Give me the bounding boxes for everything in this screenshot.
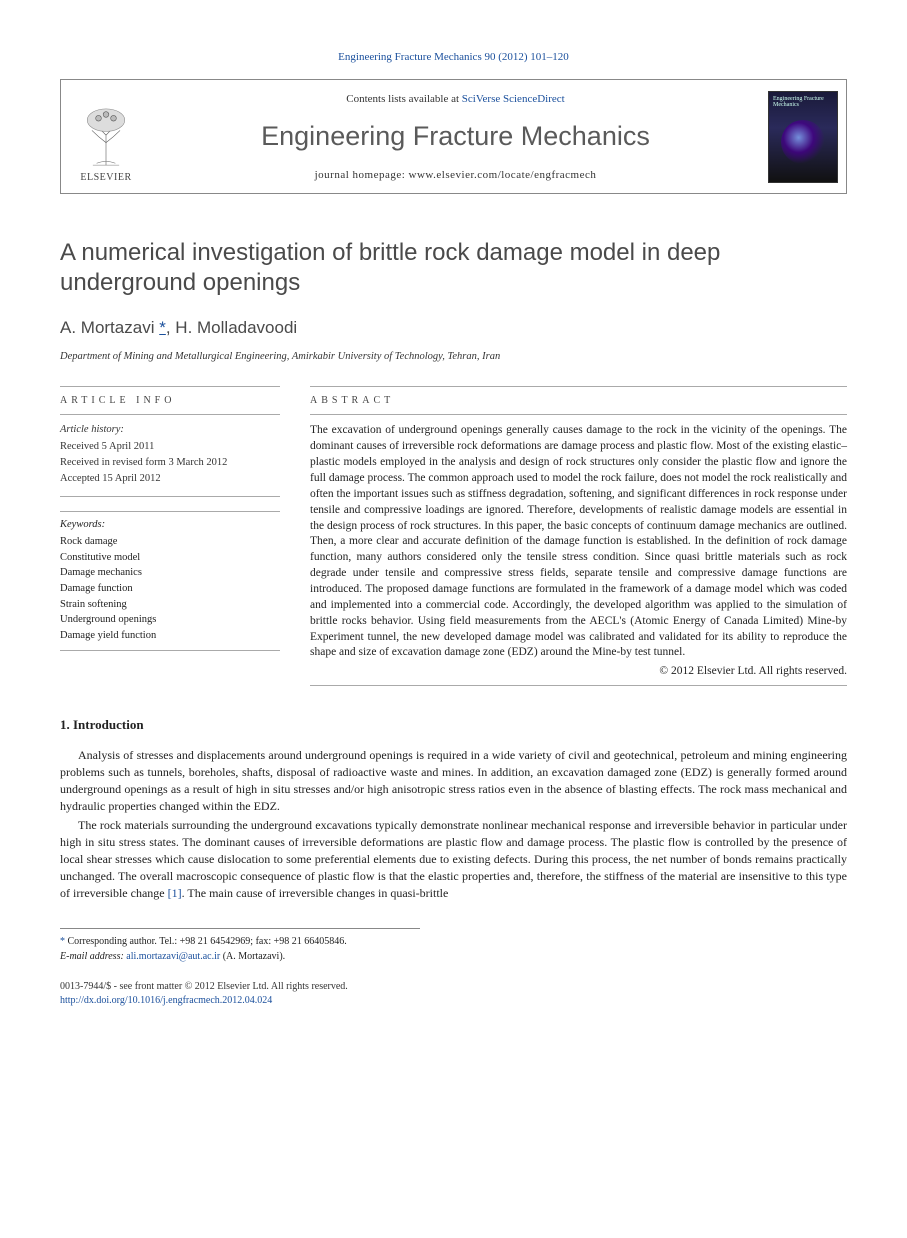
- abstract-heading: ABSTRACT: [310, 387, 847, 414]
- contents-available-line: Contents lists available at SciVerse Sci…: [159, 92, 752, 107]
- doi-link[interactable]: http://dx.doi.org/10.1016/j.engfracmech.…: [60, 995, 272, 1006]
- abstract-body: The excavation of underground openings g…: [310, 415, 847, 661]
- keyword: Damage yield function: [60, 629, 280, 644]
- rule: [60, 650, 280, 651]
- footnote-star-icon: *: [60, 936, 65, 947]
- corresponding-author-mark[interactable]: *: [159, 318, 166, 337]
- keywords-label: Keywords:: [60, 518, 280, 533]
- corresponding-contact: Corresponding author. Tel.: +98 21 64542…: [68, 936, 347, 947]
- footnotes-block: * Corresponding author. Tel.: +98 21 645…: [60, 928, 420, 964]
- citation-link-1[interactable]: [1]: [168, 886, 182, 900]
- keyword: Strain softening: [60, 598, 280, 613]
- bottom-metadata: 0013-7944/$ - see front matter © 2012 El…: [60, 980, 847, 1008]
- sciencedirect-link[interactable]: SciVerse ScienceDirect: [462, 93, 565, 105]
- keywords-block: Keywords: Rock damage Constitutive model…: [60, 511, 280, 644]
- abstract-copyright: © 2012 Elsevier Ltd. All rights reserved…: [310, 663, 847, 679]
- affiliation: Department of Mining and Metallurgical E…: [60, 350, 847, 365]
- journal-header-box: ELSEVIER Contents lists available at Sci…: [60, 79, 847, 194]
- keyword: Damage mechanics: [60, 566, 280, 581]
- article-title: A numerical investigation of brittle roc…: [60, 238, 847, 298]
- publisher-logo-block: ELSEVIER: [61, 80, 151, 193]
- header-center: Contents lists available at SciVerse Sci…: [151, 80, 760, 193]
- article-info-heading: ARTICLE INFO: [60, 387, 280, 414]
- article-history-block: Article history: Received 5 April 2011 R…: [60, 415, 280, 486]
- author-separator: ,: [166, 318, 175, 337]
- intro-p2-text-b: . The main cause of irreversible changes…: [182, 886, 449, 900]
- author-email-link[interactable]: ali.mortazavi@aut.ac.ir: [126, 951, 220, 962]
- intro-paragraph-1: Analysis of stresses and displacements a…: [60, 747, 847, 815]
- section-1-heading: 1. Introduction: [60, 716, 847, 734]
- authors-line: A. Mortazavi *, H. Molladavoodi: [60, 316, 847, 340]
- contents-prefix: Contents lists available at: [346, 93, 461, 105]
- history-received: Received 5 April 2011: [60, 440, 280, 455]
- article-info-column: ARTICLE INFO Article history: Received 5…: [60, 386, 280, 686]
- keyword: Rock damage: [60, 535, 280, 550]
- intro-paragraph-2: The rock materials surrounding the under…: [60, 817, 847, 902]
- journal-homepage-line: journal homepage: www.elsevier.com/locat…: [159, 168, 752, 183]
- abstract-column: ABSTRACT The excavation of underground o…: [310, 386, 847, 686]
- keyword: Underground openings: [60, 613, 280, 628]
- author-1: A. Mortazavi: [60, 318, 154, 337]
- cover-art-icon: [781, 120, 825, 164]
- cover-title: Engineering Fracture Mechanics: [773, 96, 833, 109]
- cover-thumbnail-block: Engineering Fracture Mechanics: [760, 80, 846, 193]
- email-footnote: E-mail address: ali.mortazavi@aut.ac.ir …: [60, 950, 420, 964]
- keyword: Damage function: [60, 582, 280, 597]
- journal-title: Engineering Fracture Mechanics: [159, 118, 752, 156]
- rule: [310, 685, 847, 686]
- journal-reference: Engineering Fracture Mechanics 90 (2012)…: [60, 50, 847, 65]
- history-accepted: Accepted 15 April 2012: [60, 472, 280, 487]
- journal-cover-thumbnail: Engineering Fracture Mechanics: [768, 91, 838, 183]
- email-owner: (A. Mortazavi).: [223, 951, 285, 962]
- issn-copyright-line: 0013-7944/$ - see front matter © 2012 El…: [60, 980, 847, 994]
- homepage-prefix: journal homepage:: [315, 169, 409, 181]
- history-label: Article history:: [60, 423, 280, 438]
- history-revised: Received in revised form 3 March 2012: [60, 456, 280, 471]
- publisher-name: ELSEVIER: [80, 171, 131, 185]
- corresponding-author-footnote: * Corresponding author. Tel.: +98 21 645…: [60, 935, 420, 949]
- rule: [60, 496, 280, 497]
- keyword: Constitutive model: [60, 551, 280, 566]
- email-label: E-mail address:: [60, 951, 124, 962]
- author-2: H. Molladavoodi: [175, 318, 297, 337]
- elsevier-tree-icon: [77, 107, 135, 167]
- homepage-url: www.elsevier.com/locate/engfracmech: [409, 169, 597, 181]
